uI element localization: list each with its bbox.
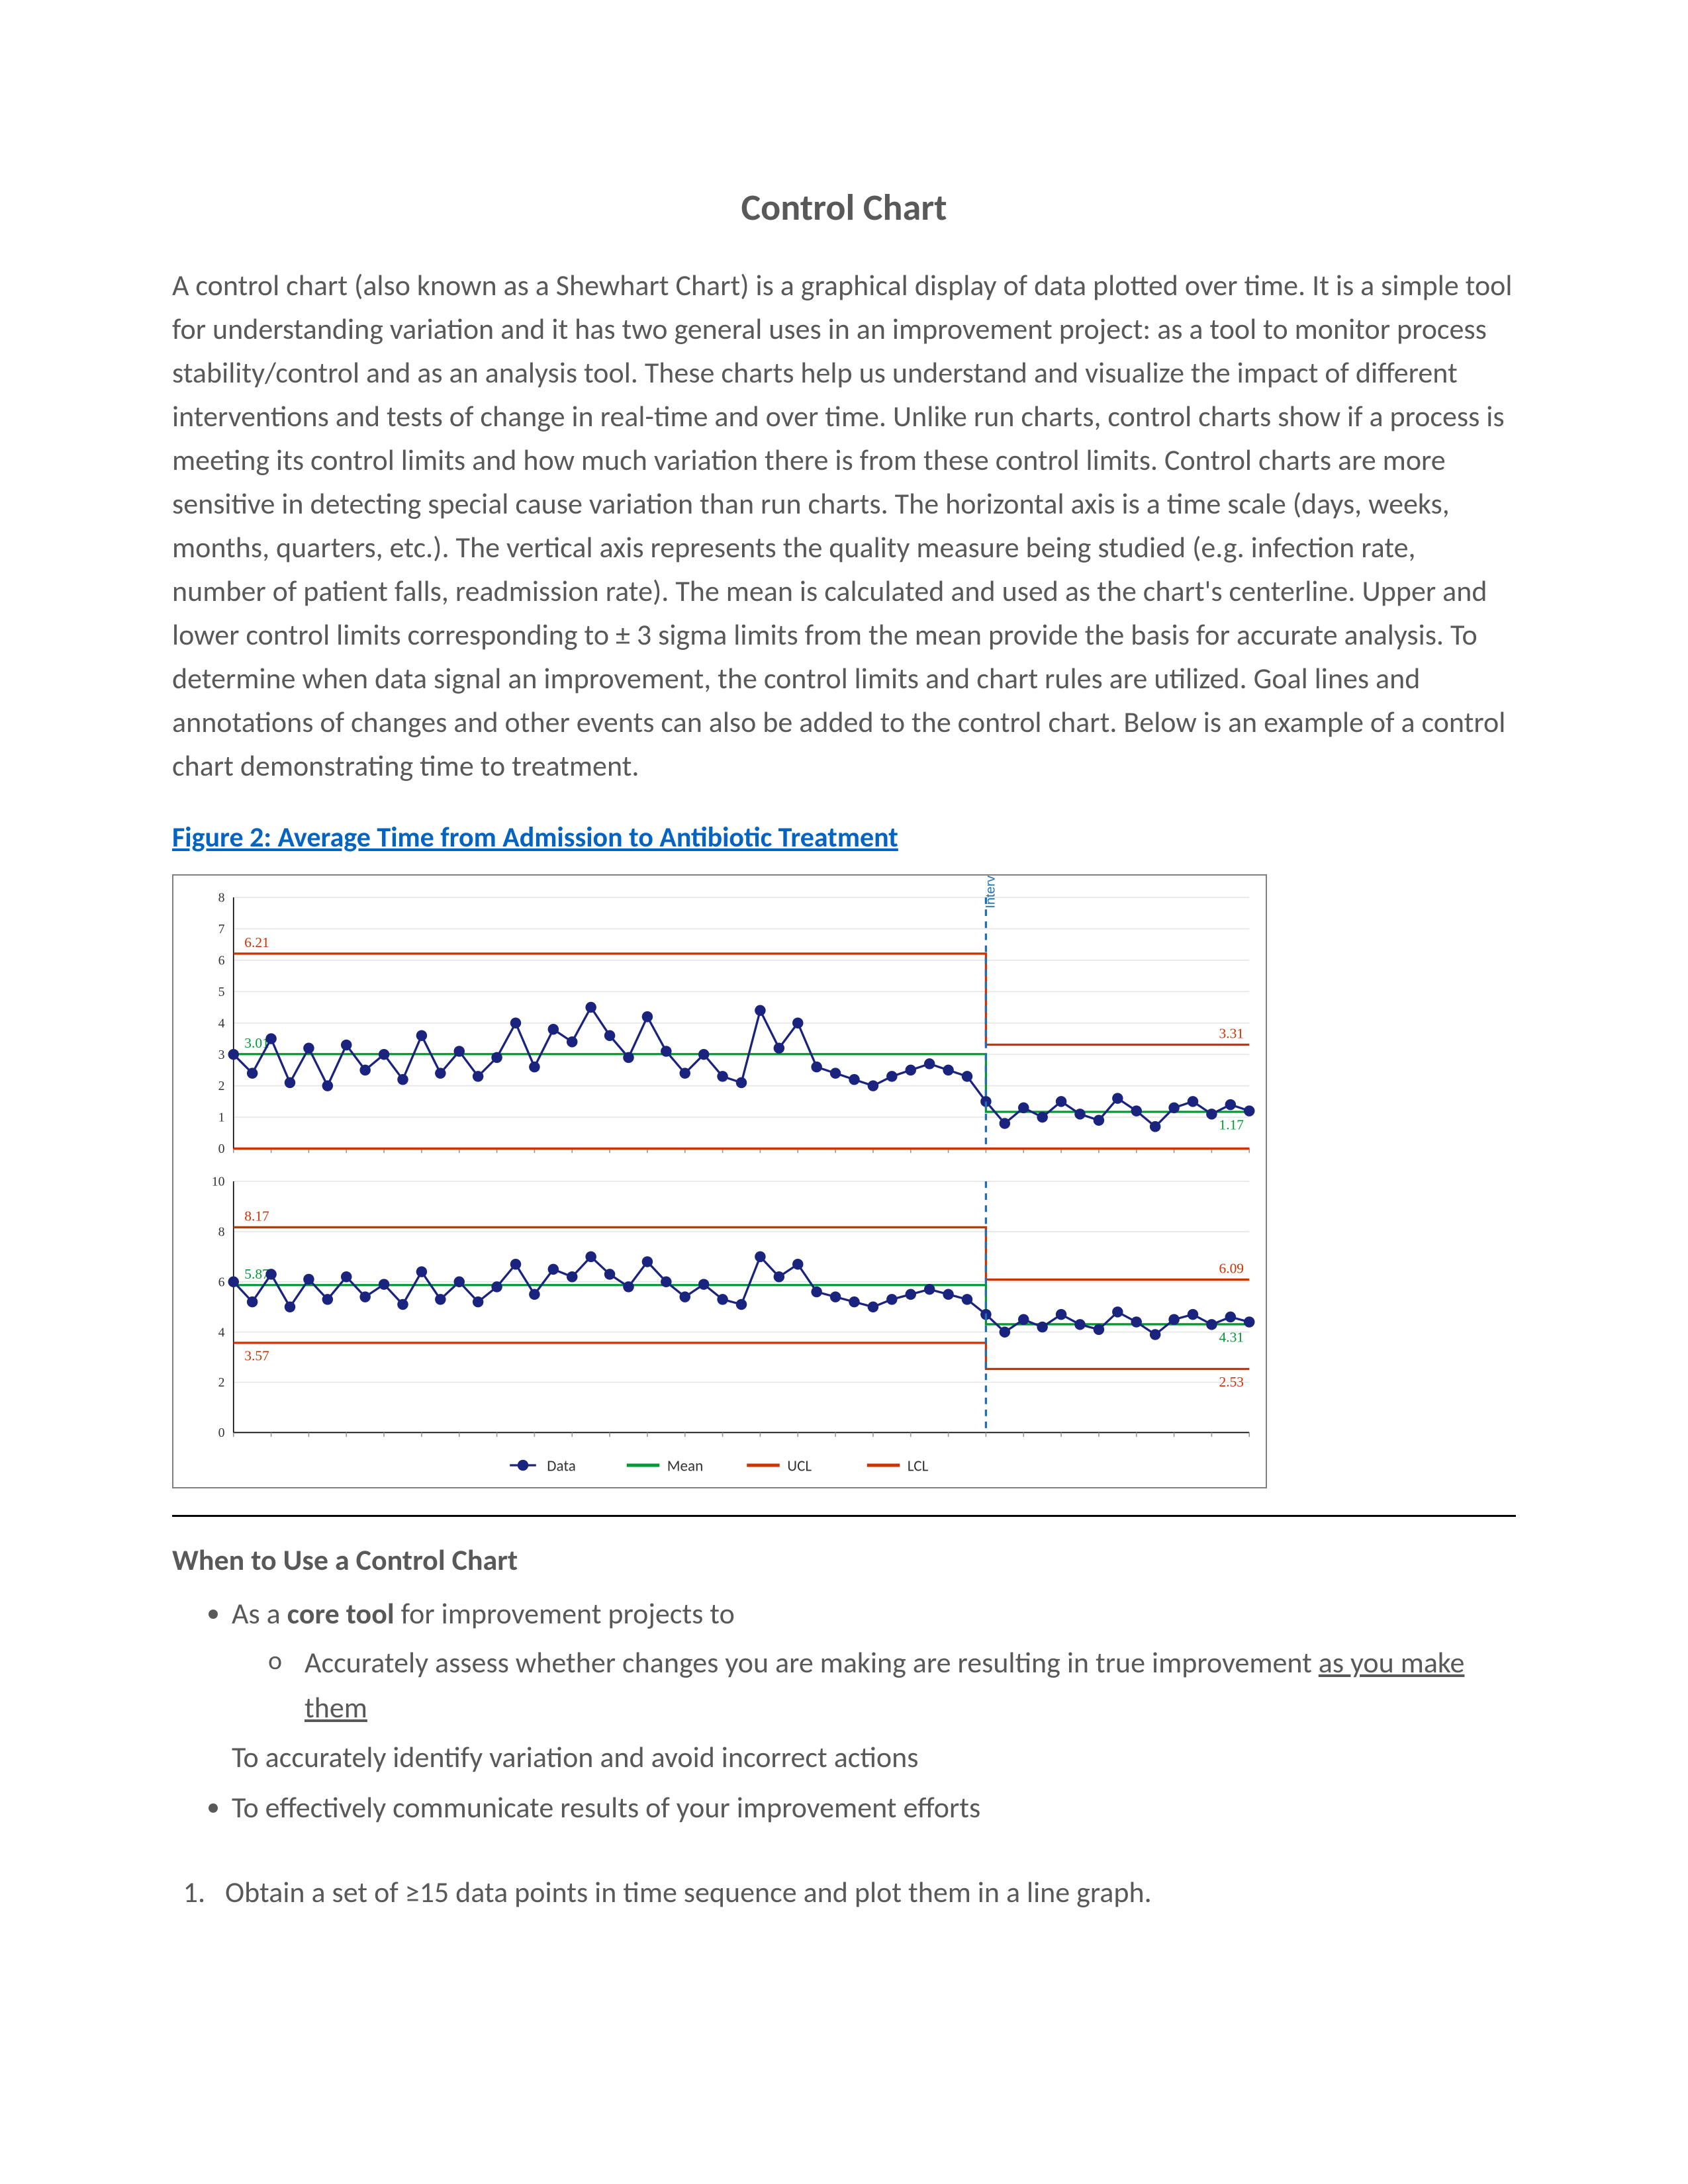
svg-text:6.09: 6.09 — [1219, 1260, 1244, 1276]
bold-text: core tool — [287, 1596, 395, 1631]
svg-text:UCL: UCL — [787, 1457, 812, 1475]
svg-text:Mean: Mean — [667, 1457, 703, 1475]
control-chart: 0123456786.213.313.011.17Intervention024… — [172, 874, 1264, 1488]
text: To accurately identify variation and avo… — [232, 1735, 1516, 1780]
svg-text:6.21: 6.21 — [244, 934, 269, 950]
svg-text:1: 1 — [218, 1111, 225, 1125]
chart-svg: 0123456786.213.313.011.17Intervention024… — [172, 874, 1267, 1488]
svg-text:6: 6 — [218, 1275, 225, 1289]
when-to-use-heading: When to Use a Control Chart — [172, 1542, 1516, 1578]
svg-text:0: 0 — [218, 1142, 225, 1156]
list-item: To effectively communicate results of yo… — [232, 1785, 1516, 1830]
svg-text:8: 8 — [218, 891, 225, 905]
svg-text:8: 8 — [218, 1225, 225, 1240]
text: Accurately assess whether changes you ar… — [305, 1645, 1319, 1680]
svg-text:3.57: 3.57 — [244, 1347, 269, 1363]
sub-list: Accurately assess whether changes you ar… — [232, 1640, 1516, 1730]
text: As a — [232, 1596, 287, 1631]
list-item: Obtain a set of ≥15 data points in time … — [212, 1870, 1516, 1915]
svg-text:7: 7 — [218, 922, 225, 936]
svg-text:3.31: 3.31 — [1219, 1026, 1244, 1042]
svg-text:2.53: 2.53 — [1219, 1374, 1244, 1390]
svg-text:4.31: 4.31 — [1219, 1329, 1244, 1345]
svg-text:2: 2 — [218, 1079, 225, 1093]
figure-caption: Figure 2: Average Time from Admission to… — [172, 821, 1516, 854]
svg-text:4: 4 — [218, 1016, 225, 1030]
svg-text:Data: Data — [547, 1457, 576, 1475]
svg-text:0: 0 — [218, 1426, 225, 1440]
page-title: Control Chart — [172, 185, 1516, 230]
svg-text:6: 6 — [218, 953, 225, 968]
divider — [172, 1515, 1516, 1522]
svg-text:8.17: 8.17 — [244, 1208, 269, 1224]
steps-list: Obtain a set of ≥15 data points in time … — [172, 1870, 1516, 1915]
when-to-use-list: As a core tool for improvement projects … — [172, 1591, 1516, 1830]
svg-text:3: 3 — [218, 1048, 225, 1062]
text: for improvement projects to — [395, 1596, 735, 1631]
svg-text:4: 4 — [218, 1325, 225, 1340]
svg-text:LCL: LCL — [908, 1457, 929, 1475]
svg-text:10: 10 — [212, 1175, 225, 1189]
svg-text:5: 5 — [218, 985, 225, 999]
svg-text:1.17: 1.17 — [1219, 1116, 1244, 1132]
svg-text:Intervention: Intervention — [984, 874, 998, 909]
svg-text:2: 2 — [218, 1375, 225, 1390]
list-item: Accurately assess whether changes you ar… — [305, 1640, 1516, 1730]
document-page: Control Chart A control chart (also know… — [0, 0, 1688, 2184]
intro-paragraph: A control chart (also known as a Shewhar… — [172, 263, 1516, 788]
list-item: As a core tool for improvement projects … — [232, 1591, 1516, 1780]
